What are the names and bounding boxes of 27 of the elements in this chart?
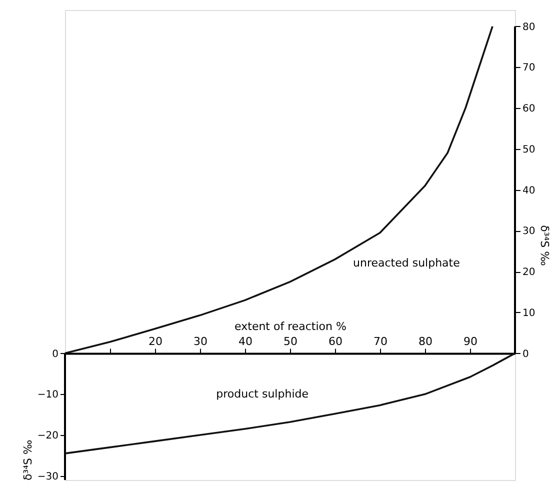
x-tick-label: 30 (194, 334, 208, 348)
y2-tick-label: 20 (522, 267, 536, 278)
x-tick-label: 70 (374, 334, 388, 348)
y2-tick-label: 50 (522, 144, 536, 156)
x-tick-label: 80 (418, 334, 432, 348)
y-tick-label: −30 (37, 471, 58, 482)
x-tick-label: 20 (148, 334, 162, 348)
x-axis-title: extent of reaction % (234, 320, 346, 333)
y-tick-label: −20 (37, 430, 58, 442)
y2-axis-title: δ³⁴S ‰ (538, 225, 552, 266)
y2-tick-label: 0 (522, 348, 529, 360)
x-tick-label: 50 (284, 334, 298, 348)
y-axis-title: δ³⁴S ‰ (21, 439, 34, 480)
x-tick-label: 60 (328, 334, 342, 348)
y2-tick-label: 10 (522, 308, 536, 319)
y2-tick-label: 80 (522, 22, 536, 33)
y2-tick-label: 30 (522, 226, 536, 238)
annotation: unreacted sulphate (353, 256, 460, 270)
line-series (64, 25, 494, 354)
annotation: product sulphide (216, 388, 309, 401)
x-tick-label: 90 (464, 334, 478, 348)
y-tick-label: 0 (52, 348, 58, 360)
y2-tick-label: 60 (522, 104, 536, 115)
x-tick-label: 40 (238, 334, 252, 348)
y2-tick-label: 70 (522, 62, 536, 74)
y-tick-label: −10 (37, 390, 58, 401)
y2-tick-label: 40 (522, 185, 536, 196)
